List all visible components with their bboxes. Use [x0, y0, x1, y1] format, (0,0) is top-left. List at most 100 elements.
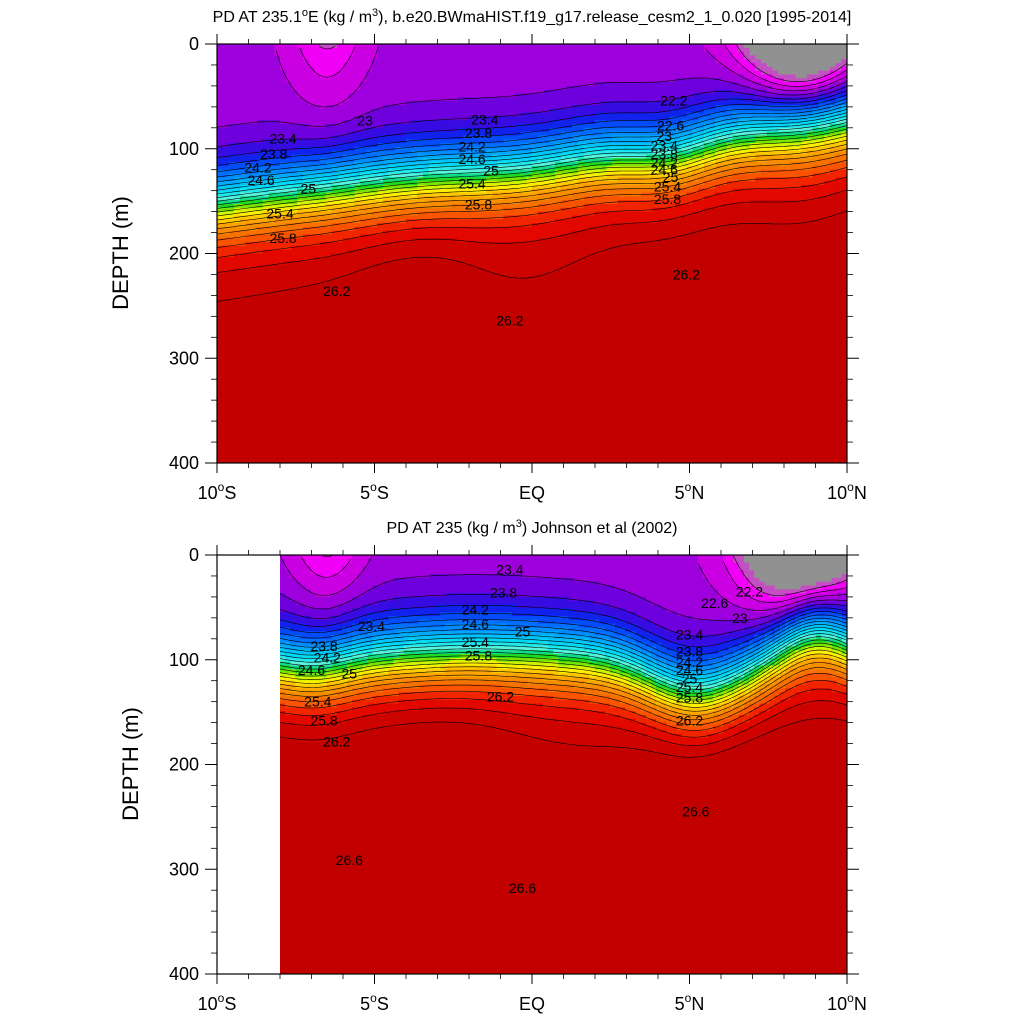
density-cell [302, 428, 310, 434]
density-cell [383, 314, 390, 319]
density-cell [302, 131, 310, 137]
density-cell [388, 306, 396, 312]
density-cell [360, 390, 367, 396]
density-cell [331, 120, 338, 125]
density-cell [331, 139, 338, 144]
density-cell [371, 371, 379, 377]
density-cell [222, 409, 230, 415]
density-cell [394, 192, 401, 198]
density-cell [343, 272, 350, 278]
density-cell [320, 169, 327, 175]
density-cell [217, 287, 224, 293]
density-cell [377, 70, 384, 76]
density-cell [268, 55, 275, 60]
density-cell [217, 203, 224, 209]
density-cell [239, 432, 247, 438]
density-cell [343, 413, 350, 418]
density-cell [239, 89, 247, 95]
density-cell [257, 196, 264, 201]
density-cell [251, 93, 258, 99]
density-cell [291, 63, 298, 68]
density-cell [239, 127, 247, 133]
density-cell [400, 329, 407, 335]
density-cell [354, 283, 361, 289]
density-cell [383, 413, 390, 418]
density-cell [228, 363, 235, 369]
density-cell [388, 242, 396, 247]
density-cell [360, 93, 367, 99]
density-cell [280, 112, 287, 118]
density-cell [308, 200, 316, 205]
density-cell [331, 440, 338, 445]
density-cell [291, 89, 298, 95]
density-cell [234, 158, 241, 163]
density-cell [400, 127, 407, 133]
density-cell [348, 383, 356, 388]
density-cell [274, 188, 281, 194]
density-cell [239, 421, 247, 426]
density-cell [325, 146, 333, 152]
density-cell [365, 455, 373, 460]
density-cell [388, 211, 396, 217]
density-cell [365, 112, 373, 118]
density-cell [371, 207, 379, 213]
density-cell [394, 89, 401, 95]
density-cell [262, 268, 270, 274]
density-cell [262, 348, 270, 354]
density-cell [234, 261, 241, 266]
density-cell [331, 238, 338, 243]
density-cell [280, 348, 287, 354]
density-cell [337, 230, 344, 236]
density-cell [348, 181, 356, 186]
density-cell [360, 363, 367, 369]
density-cell [371, 116, 379, 121]
density-cell [354, 200, 361, 205]
density-cell [234, 363, 241, 369]
density-cell [251, 44, 258, 49]
density-cell [337, 146, 344, 152]
density-cell [268, 303, 275, 308]
density-cell [400, 154, 407, 159]
density-cell [245, 245, 253, 251]
density-cell [245, 63, 253, 68]
density-cell [320, 417, 327, 422]
density-cell [360, 276, 367, 281]
density-cell [354, 280, 361, 285]
density-cell [257, 146, 264, 152]
density-cell [371, 383, 379, 388]
density-cell [320, 440, 327, 445]
density-cell [262, 245, 270, 251]
density-cell [234, 360, 241, 365]
density-cell [325, 306, 333, 312]
density-cell [331, 223, 338, 228]
density-cell [217, 47, 224, 53]
density-cell [365, 299, 373, 304]
density-cell [354, 318, 361, 323]
density-cell [308, 394, 316, 399]
density-cell [394, 421, 401, 426]
density-cell [245, 169, 253, 175]
density-cell [274, 238, 281, 243]
density-cell [257, 337, 264, 342]
density-cell [394, 432, 401, 438]
density-cell [400, 123, 407, 129]
density-cell [388, 424, 396, 430]
density-cell [383, 352, 390, 358]
density-cell [297, 447, 304, 453]
density-cell [400, 104, 407, 110]
density-cell [251, 192, 258, 198]
density-cell [245, 268, 253, 274]
density-cell [394, 295, 401, 300]
density-cell [331, 436, 338, 441]
density-cell [383, 150, 390, 156]
density-cell [245, 394, 253, 399]
density-cell [337, 154, 344, 159]
density-cell [239, 150, 247, 156]
density-cell [285, 131, 293, 137]
density-cell [222, 146, 230, 152]
density-cell [377, 120, 384, 125]
density-cell [274, 66, 281, 72]
density-cell [280, 459, 287, 463]
density-cell [348, 162, 356, 167]
density-cell [280, 356, 287, 361]
